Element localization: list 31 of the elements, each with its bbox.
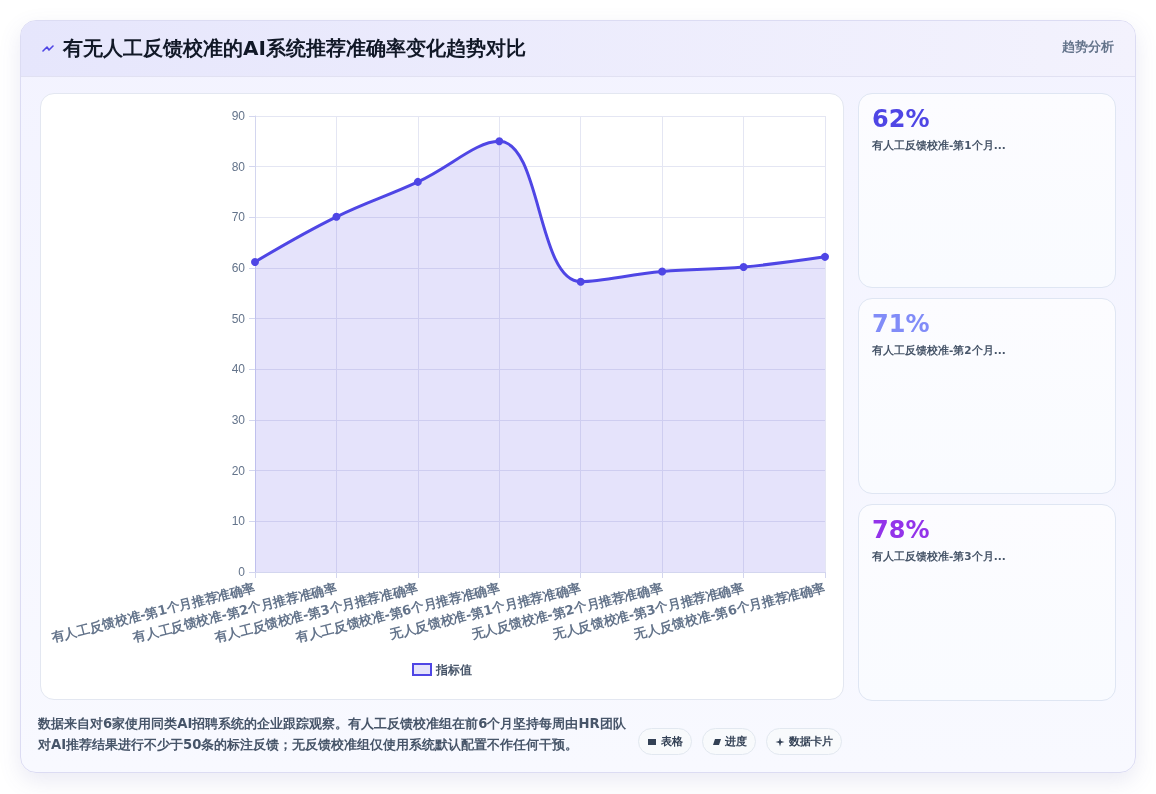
text: 有人工反馈校准-第3个月... [872, 549, 1006, 563]
legend-label: 指标值 [435, 662, 472, 677]
y-tick-label: 50 [231, 311, 246, 326]
button: 表格 [638, 728, 692, 755]
button: 进度 [702, 728, 756, 755]
y-tick-label: 70 [231, 210, 246, 225]
y-tick-label: 0 [238, 565, 246, 579]
text: 71% [872, 309, 930, 339]
point [658, 267, 667, 276]
y-tick-label: 40 [231, 362, 246, 377]
text: 62% [872, 104, 930, 134]
y-tick-label: 60 [231, 261, 246, 275]
point [332, 212, 341, 221]
button: 数据卡片 [766, 728, 842, 755]
text: 有人工反馈校准-第2个月... [872, 343, 1006, 357]
point [821, 252, 829, 261]
y-tick-label: 10 [231, 514, 246, 529]
y-tick-label: 20 [231, 463, 246, 478]
text: 数据来自对6家使用同类AI招聘系统的企业跟踪观察。有人工反馈校准组在前6个月坚持每周由HR团队对AI推荐结果进行不少于50条的标注反馈；无反馈校准组仅使用系统默认配置不作任何干预。 [38, 715, 627, 754]
y-tick-label: 80 [231, 159, 246, 174]
point [739, 262, 748, 271]
point [251, 257, 259, 266]
point [413, 177, 422, 186]
point [495, 137, 504, 146]
y-tick-label: 30 [231, 413, 246, 427]
chart-title: 有无人工反馈校准的AI系统推荐准确率变化趋势对比 [63, 35, 526, 61]
text: 趋势分析 [1062, 39, 1114, 55]
text: 78% [872, 515, 930, 545]
text: 有人工反馈校准-第1个月... [872, 138, 1006, 152]
point [576, 277, 585, 286]
y-tick-label: 90 [231, 109, 246, 123]
